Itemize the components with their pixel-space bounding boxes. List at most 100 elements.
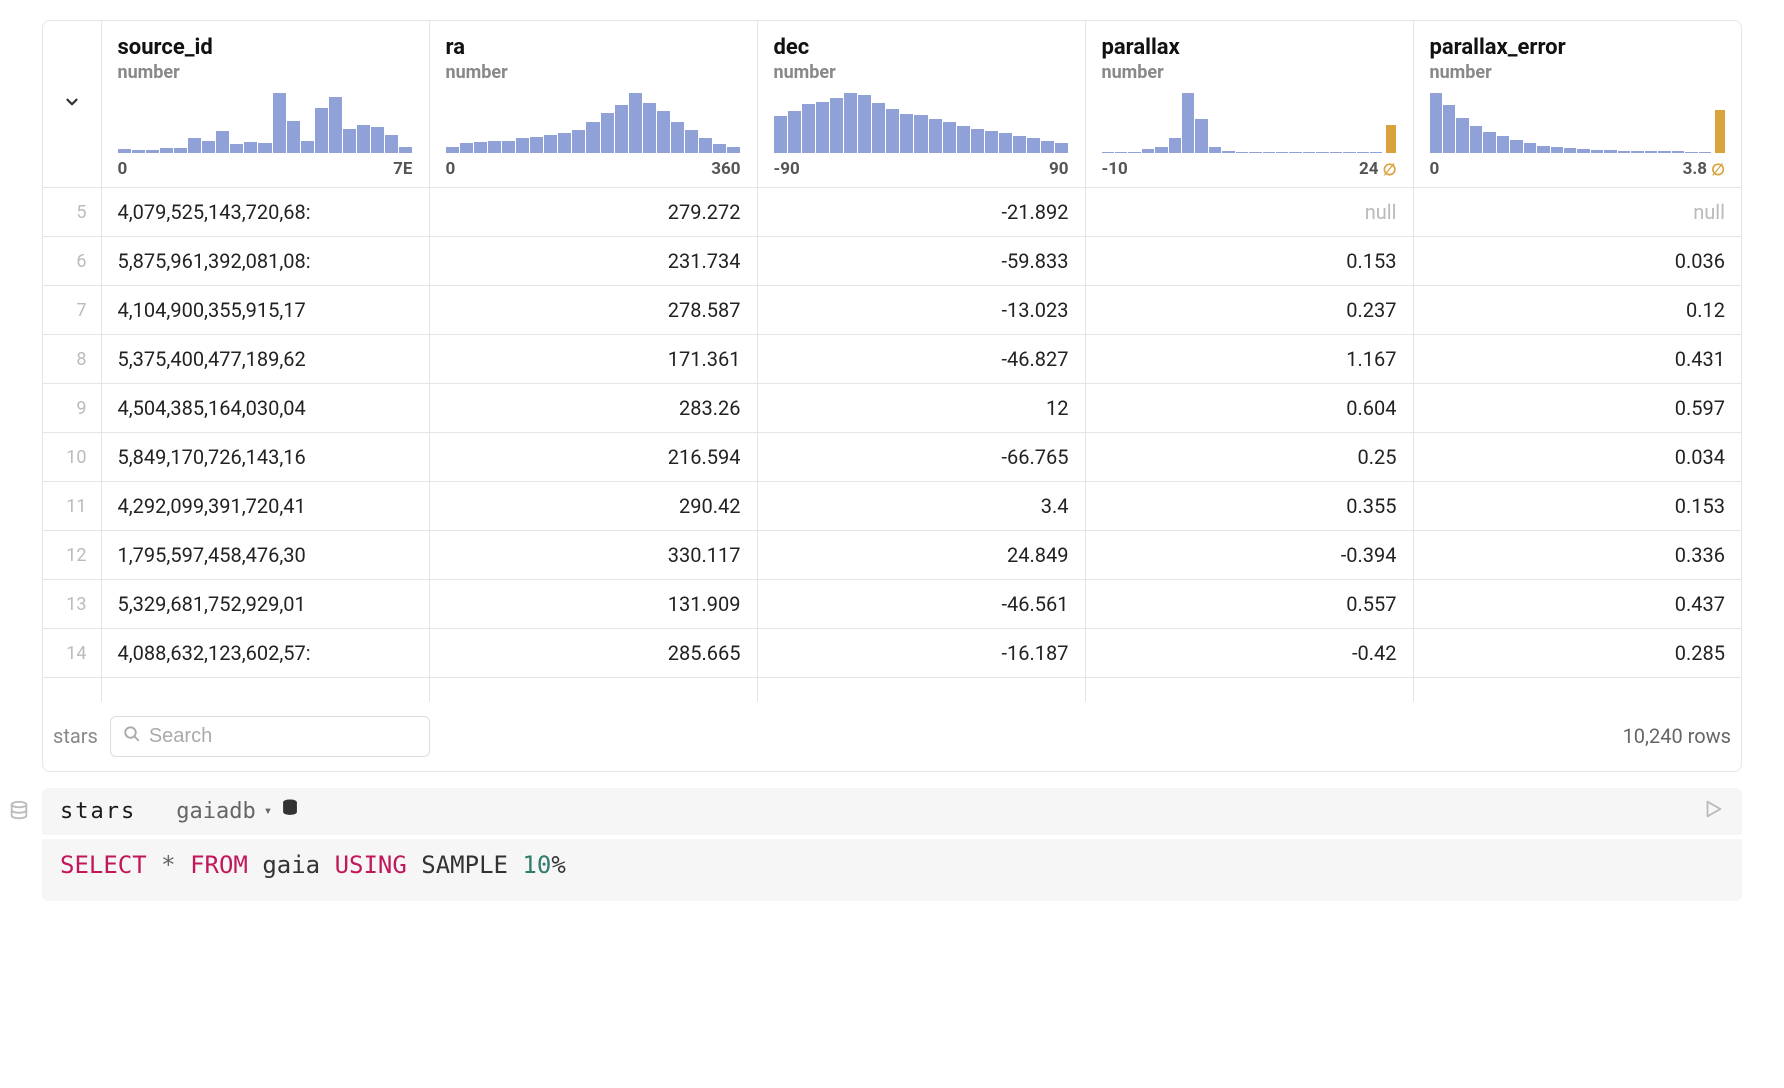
cell-source_id[interactable]: 4,504,385,164,030,04 xyxy=(101,384,429,433)
column-name: ra xyxy=(446,35,741,60)
table-footer: stars 10,240 rows xyxy=(43,702,1741,771)
cell-parallax_error[interactable]: 0.336 xyxy=(1413,531,1741,580)
cell-ra[interactable]: 285.665 xyxy=(429,629,757,678)
cell-dec[interactable]: 24.849 xyxy=(757,531,1085,580)
row-number: 12 xyxy=(43,531,101,580)
sql-cell: stars gaiadb ▾ SELECT * FROM gaia USING … xyxy=(42,788,1742,901)
cell-parallax_error[interactable]: null xyxy=(1413,188,1741,237)
cell-parallax_error[interactable]: 0.285 xyxy=(1413,629,1741,678)
hist-max-label: 3.8 xyxy=(1683,159,1707,179)
row-number: 11 xyxy=(43,482,101,531)
database-selector[interactable]: gaiadb ▾ xyxy=(176,798,300,824)
cell-dec[interactable]: 3.4 xyxy=(757,482,1085,531)
column-type: number xyxy=(1430,62,1726,83)
cell-parallax[interactable]: 0.355 xyxy=(1085,482,1413,531)
row-number: 10 xyxy=(43,433,101,482)
column-header-ra[interactable]: ranumber0360 xyxy=(429,21,757,188)
cell-source_id[interactable]: 5,849,170,726,143,16 xyxy=(101,433,429,482)
hist-max-label: 360 xyxy=(711,159,740,179)
cell-dec[interactable]: -46.827 xyxy=(757,335,1085,384)
table-row[interactable]: 114,292,099,391,720,41290.423.40.3550.15… xyxy=(43,482,1741,531)
row-count: 10,240 rows xyxy=(1623,724,1731,748)
table-row[interactable]: 135,329,681,752,929,01131.909-46.5610.55… xyxy=(43,580,1741,629)
cell-parallax[interactable]: 0.557 xyxy=(1085,580,1413,629)
row-number: 8 xyxy=(43,335,101,384)
cell-source_id[interactable]: 4,292,099,391,720,41 xyxy=(101,482,429,531)
hist-max-label: 24 xyxy=(1359,159,1379,179)
cell-ra[interactable]: 171.361 xyxy=(429,335,757,384)
cell-ra[interactable]: 131.909 xyxy=(429,580,757,629)
cell-ra[interactable]: 216.594 xyxy=(429,433,757,482)
table-search[interactable] xyxy=(110,716,430,757)
cell-parallax_error[interactable]: 0.034 xyxy=(1413,433,1741,482)
cell-parallax[interactable]: null xyxy=(1085,188,1413,237)
hist-max-label: 7E xyxy=(393,159,412,179)
search-icon xyxy=(123,725,141,748)
column-histogram xyxy=(1430,93,1726,153)
database-icon xyxy=(280,798,300,824)
cell-ra[interactable]: 283.26 xyxy=(429,384,757,433)
cell-ra[interactable]: 330.117 xyxy=(429,531,757,580)
cell-parallax[interactable]: 0.153 xyxy=(1085,237,1413,286)
cell-ra[interactable]: 278.587 xyxy=(429,286,757,335)
cell-source_id[interactable]: 1,795,597,458,476,30 xyxy=(101,531,429,580)
cell-source_id[interactable]: 4,088,632,123,602,57: xyxy=(101,629,429,678)
cell-source_id[interactable]: 4,104,900,355,915,17 xyxy=(101,286,429,335)
cell-parallax_error[interactable]: 0.431 xyxy=(1413,335,1741,384)
cell-parallax[interactable]: 0.25 xyxy=(1085,433,1413,482)
hist-min-label: -90 xyxy=(774,159,800,179)
column-header-parallax[interactable]: parallaxnumber-1024∅ xyxy=(1085,21,1413,188)
cell-source_id[interactable]: 5,329,681,752,929,01 xyxy=(101,580,429,629)
table-row[interactable]: 65,875,961,392,081,08:231.734-59.8330.15… xyxy=(43,237,1741,286)
column-header-parallax_error[interactable]: parallax_errornumber 0 3.8∅ xyxy=(1413,21,1741,188)
cell-parallax_error[interactable]: 0.036 xyxy=(1413,237,1741,286)
null-indicator-icon: ∅ xyxy=(1711,160,1725,179)
run-query-button[interactable] xyxy=(1702,798,1724,825)
table-row[interactable]: 54,079,525,143,720,68:279.272-21.892null… xyxy=(43,188,1741,237)
cell-parallax[interactable]: 1.167 xyxy=(1085,335,1413,384)
column-header-source_id[interactable]: source_idnumber07E xyxy=(101,21,429,188)
cell-source_id[interactable]: 5,875,961,392,081,08: xyxy=(101,237,429,286)
cell-source_id[interactable]: 4,079,525,143,720,68: xyxy=(101,188,429,237)
cell-dec[interactable]: -16.187 xyxy=(757,629,1085,678)
database-gutter-icon xyxy=(8,800,30,827)
hist-min-label: 0 xyxy=(1430,159,1440,179)
cell-parallax[interactable]: -0.42 xyxy=(1085,629,1413,678)
cell-dec[interactable]: -46.561 xyxy=(757,580,1085,629)
table-row[interactable]: 121,795,597,458,476,30330.11724.849-0.39… xyxy=(43,531,1741,580)
cell-ra[interactable]: 279.272 xyxy=(429,188,757,237)
cell-parallax_error[interactable]: 0.153 xyxy=(1413,482,1741,531)
cell-parallax[interactable]: 0.604 xyxy=(1085,384,1413,433)
cell-parallax_error[interactable]: 0.12 xyxy=(1413,286,1741,335)
search-input[interactable] xyxy=(149,725,417,748)
cell-dec[interactable]: -66.765 xyxy=(757,433,1085,482)
table-row[interactable]: 94,504,385,164,030,04283.26120.6040.597 xyxy=(43,384,1741,433)
cell-dec[interactable]: -59.833 xyxy=(757,237,1085,286)
database-name: gaiadb xyxy=(176,799,255,824)
chevron-down-icon xyxy=(63,93,81,111)
table-row[interactable]: 85,375,400,477,189,62171.361-46.8271.167… xyxy=(43,335,1741,384)
column-type: number xyxy=(774,62,1069,83)
cell-ra[interactable]: 231.734 xyxy=(429,237,757,286)
cell-dec[interactable]: -13.023 xyxy=(757,286,1085,335)
cell-dec[interactable]: 12 xyxy=(757,384,1085,433)
hist-min-label: 0 xyxy=(118,159,128,179)
expand-toggle[interactable] xyxy=(43,21,101,188)
row-number: 7 xyxy=(43,286,101,335)
table-row[interactable]: 105,849,170,726,143,16216.594-66.7650.25… xyxy=(43,433,1741,482)
cell-parallax[interactable]: -0.394 xyxy=(1085,531,1413,580)
row-number: 9 xyxy=(43,384,101,433)
column-name: parallax_error xyxy=(1430,35,1726,60)
data-table: source_idnumber07Eranumber0360decnumber-… xyxy=(42,20,1742,772)
table-row[interactable]: 74,104,900,355,915,17278.587-13.0230.237… xyxy=(43,286,1741,335)
cell-parallax[interactable]: 0.237 xyxy=(1085,286,1413,335)
cell-dec[interactable]: -21.892 xyxy=(757,188,1085,237)
table-row[interactable]: 144,088,632,123,602,57:285.665-16.187-0.… xyxy=(43,629,1741,678)
sql-editor[interactable]: SELECT * FROM gaia USING SAMPLE 10% xyxy=(42,839,1742,901)
cell-parallax_error[interactable]: 0.597 xyxy=(1413,384,1741,433)
cell-source_id[interactable]: 5,375,400,477,189,62 xyxy=(101,335,429,384)
cell-ra[interactable]: 290.42 xyxy=(429,482,757,531)
cell-parallax_error[interactable]: 0.437 xyxy=(1413,580,1741,629)
query-cell-name: stars xyxy=(60,799,136,824)
column-header-dec[interactable]: decnumber-9090 xyxy=(757,21,1085,188)
